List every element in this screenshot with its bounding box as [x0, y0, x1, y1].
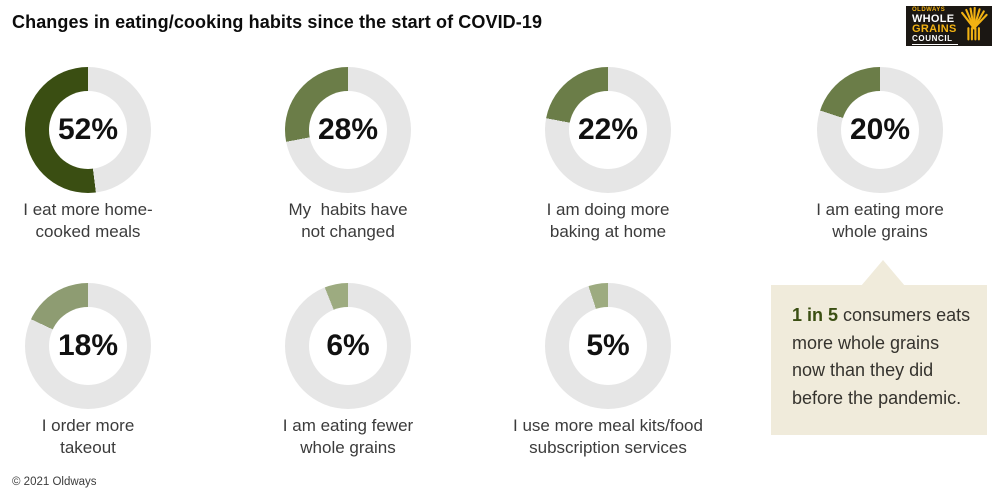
- callout-line: more whole grains: [792, 332, 940, 353]
- donut-caption: I am doing more baking at home: [508, 199, 708, 243]
- callout-line: consumers eats: [838, 305, 971, 325]
- donut-caption: I use more meal kits/food subscription se…: [478, 415, 738, 459]
- donut-value-label: 5%: [586, 329, 630, 362]
- copyright-text: © 2021 Oldways: [12, 476, 97, 488]
- whole-grains-council-logo: OLDWAYS WHOLE GRAINS COUNCIL: [906, 6, 992, 46]
- logo-brand-label: OLDWAYS: [912, 7, 946, 13]
- donut-value-label: 6%: [326, 329, 370, 362]
- donut-chart: 20%: [817, 67, 943, 193]
- donut-value-label: 18%: [57, 329, 119, 362]
- donut-cell-more-whole-grains: 20% I am eating more whole grains: [780, 67, 980, 243]
- caption-line: cooked meals: [35, 221, 141, 241]
- caption-line: I order more: [41, 416, 135, 435]
- donut-cell-meal-kits: 5% I use more meal kits/food subscription…: [478, 283, 738, 459]
- caption-line: not changed: [301, 221, 395, 241]
- caption-line: My habits have: [288, 200, 408, 219]
- donut-value-label: 28%: [317, 113, 379, 146]
- donut-cell-habits-unchanged: 28% My habits have not changed: [248, 67, 448, 243]
- caption-line: I am eating fewer: [282, 416, 414, 435]
- callout-line: before the pandemic.: [792, 388, 962, 409]
- donut-caption: I am eating fewer whole grains: [248, 415, 448, 459]
- caption-line: takeout: [60, 437, 116, 457]
- donut-caption: I order more takeout: [0, 415, 188, 459]
- caption-line: I use more meal kits/food: [513, 416, 703, 435]
- logo-word-council: COUNCIL: [912, 34, 958, 45]
- caption-line: baking at home: [549, 221, 667, 241]
- donut-value-label: 20%: [849, 113, 911, 146]
- caption-line: whole grains: [832, 221, 928, 241]
- caption-line: I eat more home-: [23, 200, 153, 219]
- logo-word-grains: GRAINS: [912, 23, 957, 35]
- donut-value-label: 22%: [577, 113, 639, 146]
- donut-caption: My habits have not changed: [248, 199, 448, 243]
- caption-line: I am eating more: [816, 200, 944, 219]
- page-title: Changes in eating/cooking habits since t…: [12, 12, 543, 32]
- donut-chart: 18%: [25, 283, 151, 409]
- donut-chart: 28%: [285, 67, 411, 193]
- callout-highlight: 1 in 5: [792, 305, 839, 325]
- donut-caption: I am eating more whole grains: [780, 199, 980, 243]
- donut-chart: 52%: [25, 67, 151, 193]
- caption-line: whole grains: [300, 437, 396, 457]
- caption-line: subscription services: [529, 437, 687, 457]
- caption-line: I am doing more: [546, 200, 670, 219]
- donut-cell-fewer-whole-grains: 6% I am eating fewer whole grains: [248, 283, 448, 459]
- donut-chart: 22%: [545, 67, 671, 193]
- wheat-sheaf-icon: [960, 6, 988, 46]
- logo-wordmark: OLDWAYS WHOLE GRAINS COUNCIL: [912, 7, 958, 45]
- donut-chart: 6%: [285, 283, 411, 409]
- callout-line: now than they did: [792, 360, 934, 381]
- logo-word-whole: WHOLE: [912, 13, 955, 25]
- donut-chart: 5%: [545, 283, 671, 409]
- callout-text: 1 in 5 consumers eats more whole grains no…: [792, 302, 979, 413]
- callout-box: 1 in 5 consumers eats more whole grains no…: [771, 260, 987, 435]
- donut-cell-home-cooked: 52% I eat more home-cooked meals: [0, 67, 188, 243]
- donut-cell-more-baking: 22% I am doing more baking at home: [508, 67, 708, 243]
- donut-cell-more-takeout: 18% I order more takeout: [0, 283, 188, 459]
- donut-value-label: 52%: [57, 113, 119, 146]
- donut-caption: I eat more home-cooked meals: [0, 199, 188, 243]
